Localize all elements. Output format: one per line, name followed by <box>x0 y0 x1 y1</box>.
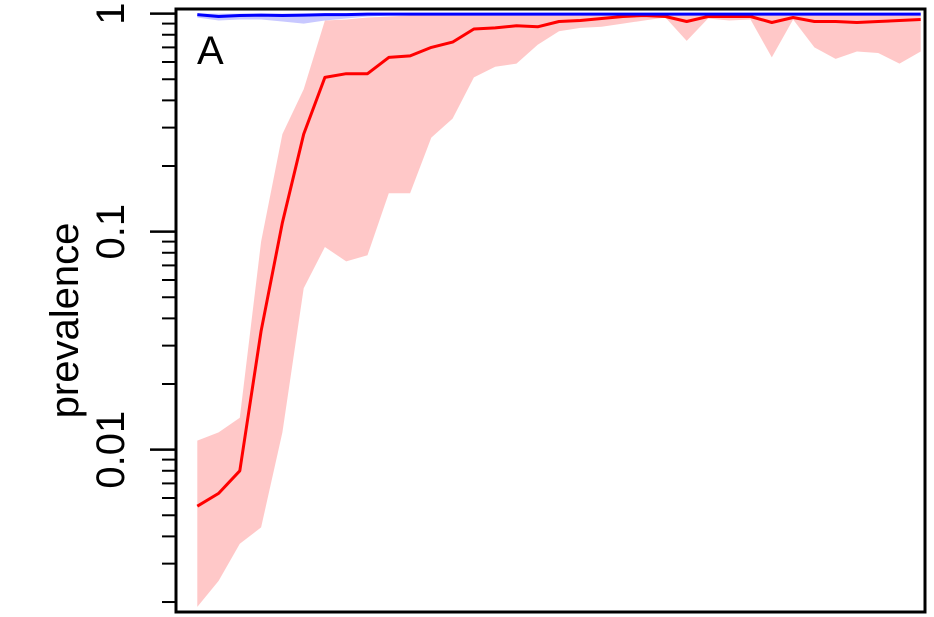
series-line-1 <box>196 14 921 508</box>
y-axis: 1 0.1 0.01 <box>89 2 176 604</box>
panel-label: A <box>197 29 224 73</box>
y-tick-label: 0.01 <box>89 411 133 489</box>
y-tick-label: 0.1 <box>89 204 133 260</box>
confidence-bands <box>197 13 921 607</box>
plot-frame <box>174 7 927 614</box>
series-lines <box>196 12 921 508</box>
confidence-band-1 <box>197 14 921 607</box>
y-axis-title: prevalence <box>43 223 87 419</box>
y-tick-label: 1 <box>89 2 133 24</box>
series-line-2 <box>197 12 921 18</box>
